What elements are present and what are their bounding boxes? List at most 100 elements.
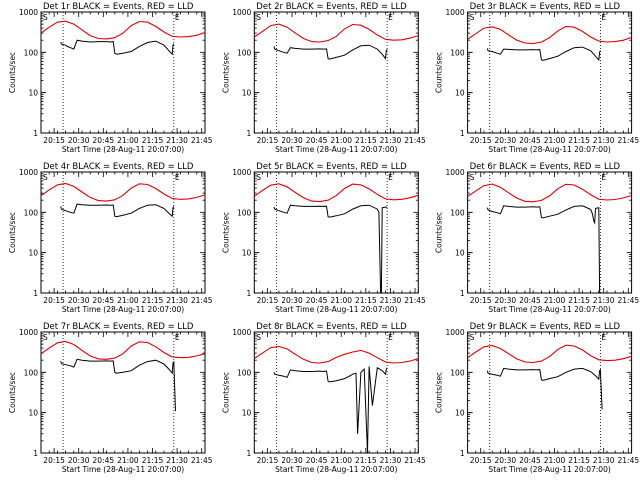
y-tick-label: 100	[450, 208, 465, 217]
chart-title: Det 6r BLACK = Events, RED = LLD	[470, 162, 621, 172]
x-tick-label: 21:15	[142, 136, 164, 145]
x-tick-label: 21:00	[117, 456, 139, 465]
y-tick-label: 10	[28, 89, 38, 98]
x-tick-label: 21:15	[568, 136, 590, 145]
events-series-line	[273, 44, 388, 60]
x-tick-label: 21:45	[404, 296, 426, 305]
y-tick-label: 10	[242, 249, 252, 258]
events-series-line	[486, 46, 601, 62]
x-tick-label: 20:30	[68, 296, 90, 305]
chart-title: Det 5r BLACK = Events, RED = LLD	[256, 162, 407, 172]
x-axis-label: Start Time (28-Aug-11 20:07:00)	[275, 305, 397, 314]
events-series-line	[486, 205, 601, 294]
plot-frame	[253, 11, 419, 134]
x-tick-label: 21:00	[330, 136, 352, 145]
x-tick-label: 20:15	[43, 136, 65, 145]
x-tick-label: 21:15	[355, 296, 377, 305]
x-tick-label: 21:30	[593, 296, 615, 305]
chart-title: Det 7r BLACK = Events, RED = LLD	[43, 322, 194, 332]
x-tick-label: 20:30	[495, 136, 517, 145]
y-tick-label: 10	[455, 89, 465, 98]
x-tick-label: 21:15	[355, 456, 377, 465]
x-tick-label: 21:00	[330, 296, 352, 305]
plot-frame	[467, 11, 633, 134]
y-axis-label: Counts/sec	[8, 372, 17, 413]
x-tick-label: 21:30	[166, 296, 188, 305]
events-series-line	[60, 39, 175, 56]
lld-series-line	[40, 182, 206, 202]
end-marker-label: E	[175, 13, 180, 22]
end-marker-label: E	[601, 13, 606, 22]
lld-series-line	[40, 20, 206, 40]
y-tick-label: 100	[450, 48, 465, 57]
x-tick-label: 21:15	[568, 456, 590, 465]
panel-det-7r: Det 7r BLACK = Events, RED = LLD 1 10 100 10…	[8, 322, 213, 474]
panel-det-2r: Det 2r BLACK = Events, RED = LLD 1 10 100 10…	[221, 2, 426, 154]
y-tick-label: 1	[460, 289, 465, 298]
y-axis-label: Counts/sec	[435, 372, 444, 413]
y-tick-label: 1	[247, 449, 252, 458]
y-tick-label: 100	[237, 48, 252, 57]
x-tick-label: 21:00	[544, 296, 566, 305]
x-tick-label: 20:30	[495, 296, 517, 305]
chart-title: Det 3r BLACK = Events, RED = LLD	[470, 2, 621, 12]
x-tick-label: 21:00	[117, 296, 139, 305]
events-series-line	[60, 358, 176, 412]
x-tick-label: 20:45	[306, 456, 328, 465]
y-tick-label: 1	[33, 289, 38, 298]
y-tick-label: 100	[24, 208, 39, 217]
chart-title: Det 2r BLACK = Events, RED = LLD	[256, 2, 407, 12]
start-marker-label: S	[470, 13, 475, 22]
x-tick-label: 20:15	[257, 456, 279, 465]
y-axis-label: Counts/sec	[221, 212, 230, 253]
lld-series-line	[253, 23, 419, 43]
y-tick-label: 1000	[446, 168, 465, 177]
lld-series-line	[467, 25, 632, 45]
x-tick-label: 21:45	[404, 136, 426, 145]
end-marker-label: E	[388, 173, 393, 182]
y-axis-label: Counts/sec	[221, 52, 230, 93]
lld-series-line	[40, 340, 206, 360]
y-tick-label: 1000	[19, 328, 38, 337]
chart-title: Det 8r BLACK = Events, RED = LLD	[256, 322, 407, 332]
y-tick-label: 10	[242, 409, 252, 418]
y-axis-label: Counts/sec	[221, 372, 230, 413]
x-tick-label: 20:15	[470, 456, 492, 465]
x-tick-label: 20:15	[43, 456, 65, 465]
lld-series-line	[253, 183, 419, 203]
start-marker-label: S	[43, 13, 48, 22]
start-marker-label: S	[470, 333, 475, 342]
panel-det-6r: Det 6r BLACK = Events, RED = LLD 1 10 100 10…	[435, 162, 640, 314]
x-tick-label: 21:45	[618, 296, 640, 305]
y-tick-label: 100	[450, 368, 465, 377]
y-tick-label: 1000	[19, 8, 38, 17]
y-tick-label: 10	[28, 249, 38, 258]
x-tick-label: 20:30	[281, 136, 303, 145]
y-axis-label: Counts/sec	[435, 52, 444, 93]
y-tick-label: 1000	[232, 8, 251, 17]
x-axis-label: Start Time (28-Aug-11 20:07:00)	[62, 465, 184, 474]
events-series-line	[60, 203, 175, 218]
y-tick-label: 100	[24, 48, 39, 57]
start-marker-label: S	[256, 13, 261, 22]
y-tick-label: 1000	[446, 8, 465, 17]
start-marker-label: S	[470, 173, 475, 182]
y-tick-label: 1	[460, 449, 465, 458]
chart-title: Det 1r BLACK = Events, RED = LLD	[43, 2, 194, 12]
x-tick-label: 21:45	[191, 136, 213, 145]
y-tick-label: 1	[33, 129, 38, 138]
start-marker-label: S	[256, 333, 261, 342]
y-tick-label: 1000	[232, 328, 251, 337]
x-tick-label: 20:30	[68, 456, 90, 465]
y-axis-label: Counts/sec	[8, 212, 17, 253]
x-tick-label: 21:00	[330, 456, 352, 465]
y-tick-label: 100	[237, 368, 252, 377]
x-axis-label: Start Time (28-Aug-11 20:07:00)	[62, 145, 184, 154]
start-marker-label: S	[256, 173, 261, 182]
panel-det-5r: Det 5r BLACK = Events, RED = LLD 1 10 100 10…	[221, 162, 426, 314]
x-tick-label: 21:30	[166, 136, 188, 145]
x-tick-label: 20:45	[519, 296, 541, 305]
y-tick-label: 10	[455, 409, 465, 418]
start-marker-label: S	[43, 173, 48, 182]
lld-series-line	[253, 345, 419, 364]
